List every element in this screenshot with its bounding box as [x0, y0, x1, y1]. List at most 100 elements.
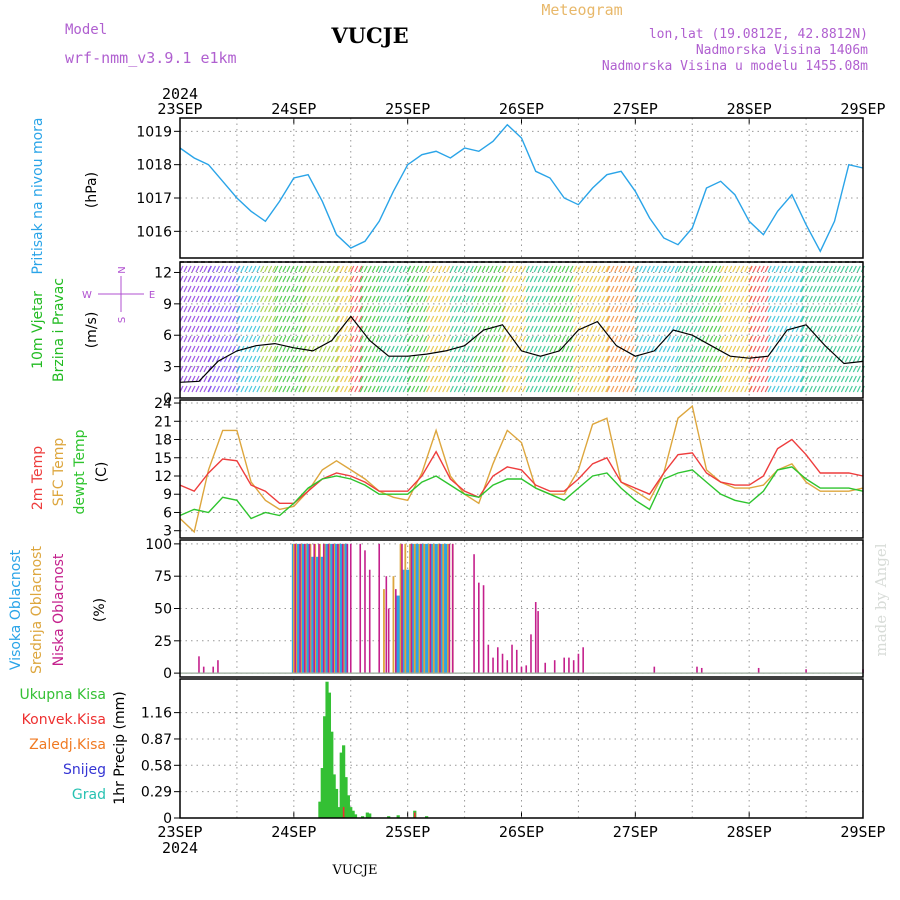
- wind-barb: [363, 315, 368, 323]
- wind-barb: [330, 305, 335, 313]
- wind-barb: [779, 305, 784, 313]
- wind-barb: [195, 275, 200, 283]
- wind-barb: [493, 315, 498, 323]
- wind-barb: [677, 285, 682, 293]
- wind-barb: [724, 285, 729, 293]
- wind-barb: [461, 275, 466, 283]
- wind-barb: [260, 375, 265, 383]
- cloud-low-bar: [515, 649, 518, 674]
- wind-barb: [248, 325, 253, 333]
- wind-barb: [622, 315, 627, 323]
- wind-barb: [744, 285, 749, 293]
- wind-barb: [561, 305, 566, 313]
- wind-barb: [446, 385, 451, 393]
- wind-barb: [610, 355, 615, 363]
- wind-barb: [430, 375, 435, 383]
- cloud-mid-bar: [342, 543, 345, 674]
- wind-barb: [430, 345, 435, 353]
- wind-barb: [658, 345, 663, 353]
- wind-barb: [666, 305, 671, 313]
- wind-barb: [497, 385, 502, 393]
- wind-barb: [489, 265, 494, 273]
- wind-barb: [326, 365, 331, 373]
- wind-barb: [666, 345, 671, 353]
- wind-barb: [493, 285, 498, 293]
- wind-barb: [442, 265, 447, 273]
- wind-barb: [606, 295, 611, 303]
- wind-barb: [419, 365, 424, 373]
- wind-barb: [419, 355, 424, 363]
- wind-barb: [828, 285, 833, 293]
- wind-barb: [203, 325, 208, 333]
- wind-barb: [521, 295, 527, 303]
- cloud-low-bar: [582, 647, 584, 674]
- wind-barb: [272, 295, 277, 303]
- wind-barb: [626, 285, 631, 293]
- time-label-top: 25SEP: [385, 100, 430, 118]
- wind-barb: [569, 295, 574, 303]
- wind-barb: [685, 335, 690, 343]
- wind-barb: [852, 345, 857, 353]
- wind-barb: [697, 375, 702, 383]
- y-tick-label: 0: [163, 666, 172, 682]
- wind-barb: [286, 315, 291, 323]
- wind-barb: [359, 315, 364, 323]
- wind-barb: [744, 295, 749, 303]
- wind-barb: [411, 285, 416, 293]
- wind-barb: [852, 315, 857, 323]
- wind-barb: [533, 345, 538, 353]
- wind-barb: [791, 295, 796, 303]
- wind-barb: [529, 305, 534, 313]
- wind-barb: [310, 275, 315, 283]
- wind-barb: [601, 375, 606, 383]
- wind-barb: [203, 375, 208, 383]
- wind-barb: [438, 275, 443, 283]
- wind-barb: [501, 335, 507, 343]
- wind-barb: [705, 325, 710, 333]
- wind-barb: [585, 385, 590, 393]
- wind-barb: [449, 285, 454, 293]
- wind-barb: [670, 355, 675, 363]
- wind-barb: [457, 335, 462, 343]
- wind-barb: [666, 285, 671, 293]
- temp-ylabel-dew: dewpt Temp: [72, 429, 88, 514]
- wind-barb: [717, 275, 722, 283]
- wind-barb: [658, 275, 663, 283]
- wind-barb: [477, 305, 482, 313]
- wind-barb: [662, 285, 667, 293]
- wind-barb: [407, 375, 412, 383]
- wind-barb: [848, 375, 853, 383]
- wind-barb: [465, 385, 470, 393]
- wind-barb: [501, 295, 507, 303]
- wind-barb: [318, 275, 323, 283]
- wind-barb: [236, 385, 241, 393]
- wind-barb: [771, 335, 776, 343]
- wind-barb: [622, 325, 627, 333]
- precip-total-bar: [342, 745, 346, 818]
- wind-barb: [411, 365, 416, 373]
- cloud-high-bar: [329, 543, 334, 674]
- wind-barb: [824, 315, 829, 323]
- wind-barb: [713, 365, 718, 373]
- wind-barb: [294, 355, 299, 363]
- product-title: Meteogram: [541, 1, 622, 19]
- wind-barb: [335, 285, 341, 293]
- wind-barb: [732, 385, 737, 393]
- wind-barb: [371, 355, 376, 363]
- wind-barb: [836, 275, 841, 283]
- wind-barb: [581, 275, 586, 283]
- wind-barb: [844, 375, 849, 383]
- wind-barb: [828, 265, 833, 273]
- wind-barb: [553, 275, 558, 283]
- wind-barb: [402, 345, 407, 353]
- wind-barb: [622, 285, 627, 293]
- wind-barb: [375, 315, 380, 323]
- wind-barb: [302, 265, 307, 273]
- wind-barb: [248, 375, 253, 383]
- wind-barb: [260, 265, 265, 273]
- wind-barb: [244, 355, 249, 363]
- wind-barb: [509, 315, 515, 323]
- wind-barb: [728, 335, 733, 343]
- wind-barb: [461, 355, 466, 363]
- wind-barb: [597, 295, 602, 303]
